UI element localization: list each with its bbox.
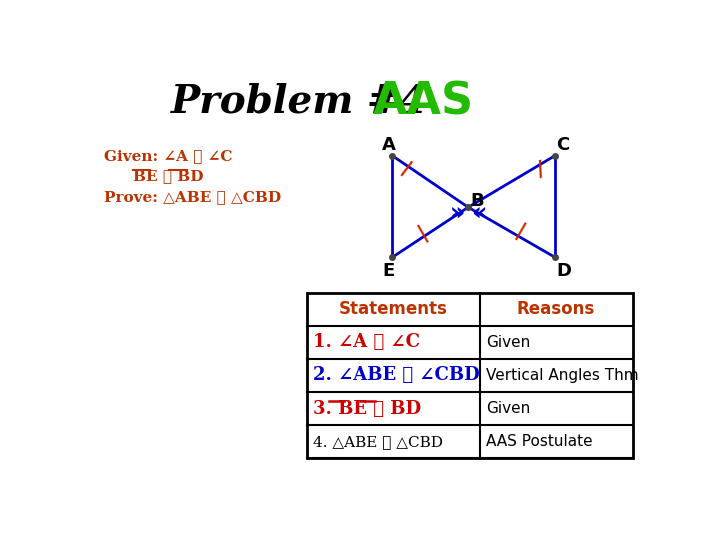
Text: Statements: Statements (339, 300, 448, 318)
Text: E: E (382, 262, 395, 280)
Text: Given: ∠A ≅ ∠C: Given: ∠A ≅ ∠C (104, 148, 233, 163)
Text: Problem #4: Problem #4 (171, 83, 428, 121)
Text: Prove: △ABE ≅ △CBD: Prove: △ABE ≅ △CBD (104, 190, 281, 204)
Text: |: | (511, 222, 528, 242)
Text: C: C (556, 136, 570, 154)
Text: 3. BE ≅ BD: 3. BE ≅ BD (313, 400, 421, 417)
Text: »: » (450, 201, 465, 225)
Text: |: | (415, 222, 431, 242)
Text: Vertical Angles Thm: Vertical Angles Thm (486, 368, 639, 383)
Text: 2. ∠ABE ≅ ∠CBD: 2. ∠ABE ≅ ∠CBD (313, 367, 480, 384)
Text: Reasons: Reasons (517, 300, 595, 318)
Text: «: « (472, 201, 487, 225)
Text: AAS: AAS (373, 80, 474, 123)
Text: /: / (534, 159, 548, 180)
Text: 4. △ABE ≅ △CBD: 4. △ABE ≅ △CBD (313, 435, 444, 449)
Text: B: B (471, 192, 485, 210)
Text: BE ≅ BD: BE ≅ BD (132, 170, 203, 184)
Text: /: / (399, 159, 413, 180)
Text: D: D (557, 262, 572, 280)
Text: A: A (382, 136, 395, 154)
Text: 1. ∠A ≅ ∠C: 1. ∠A ≅ ∠C (313, 333, 420, 352)
Bar (307, 293, 632, 458)
Text: Given: Given (486, 335, 530, 350)
Text: AAS Postulate: AAS Postulate (486, 434, 593, 449)
Text: Given: Given (486, 401, 530, 416)
